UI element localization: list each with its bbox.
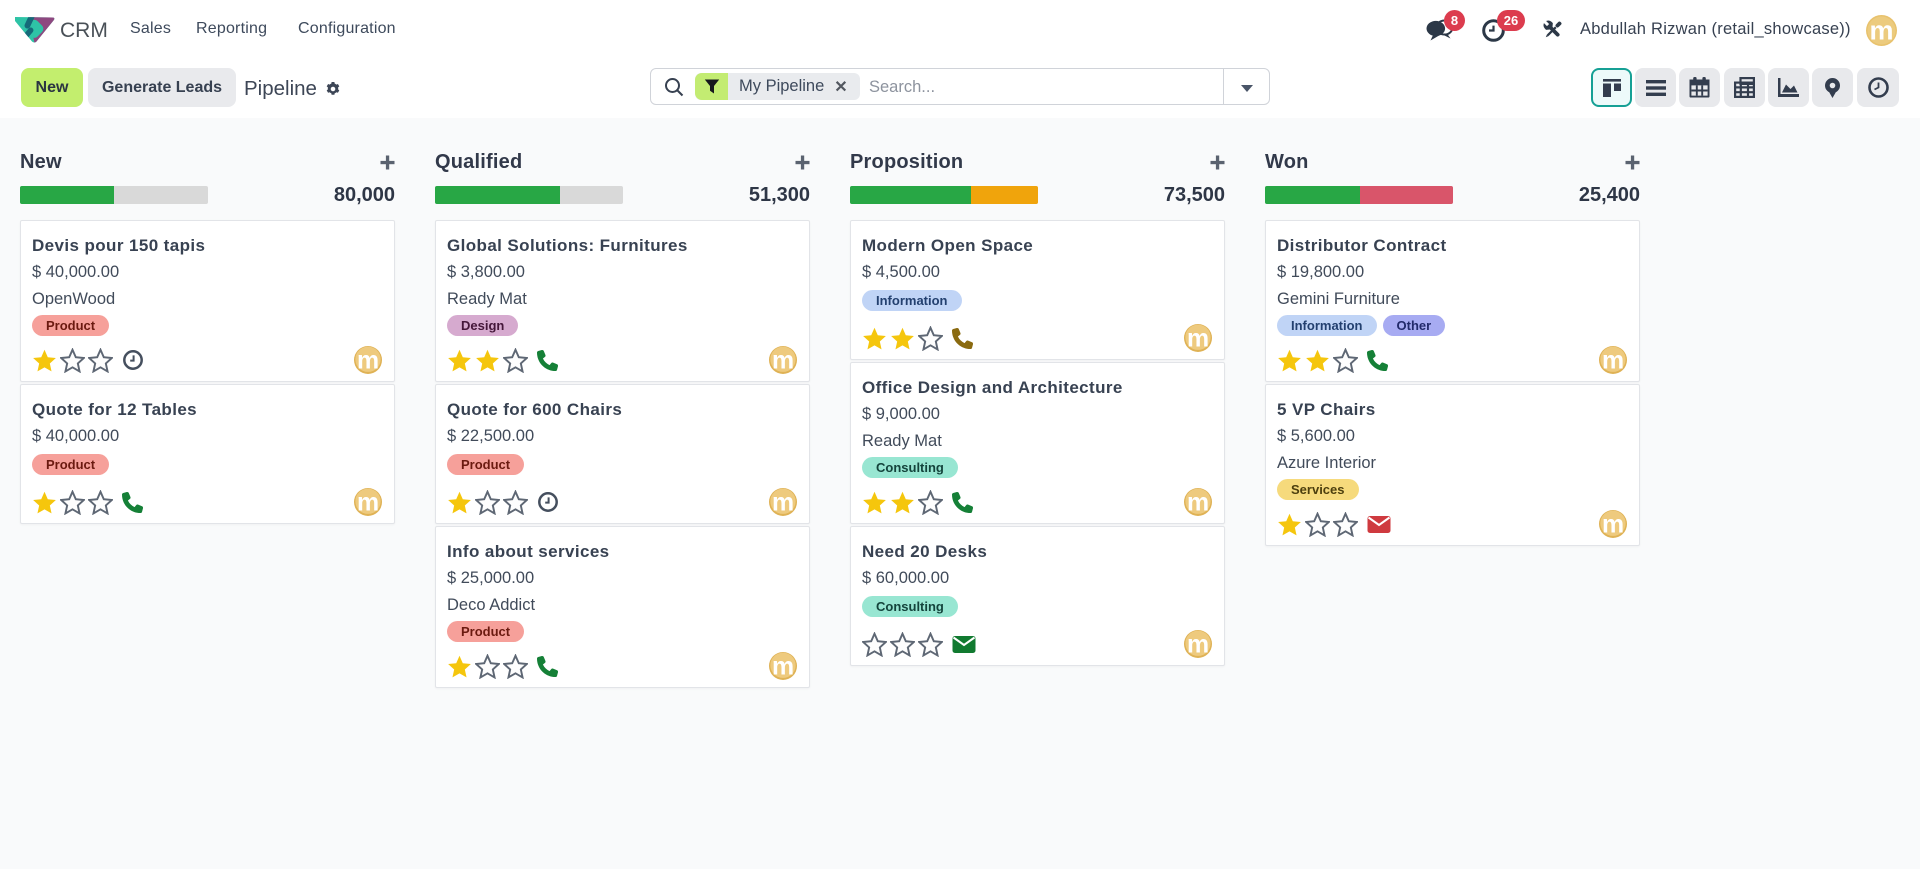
- svg-text:m: m: [1869, 16, 1893, 46]
